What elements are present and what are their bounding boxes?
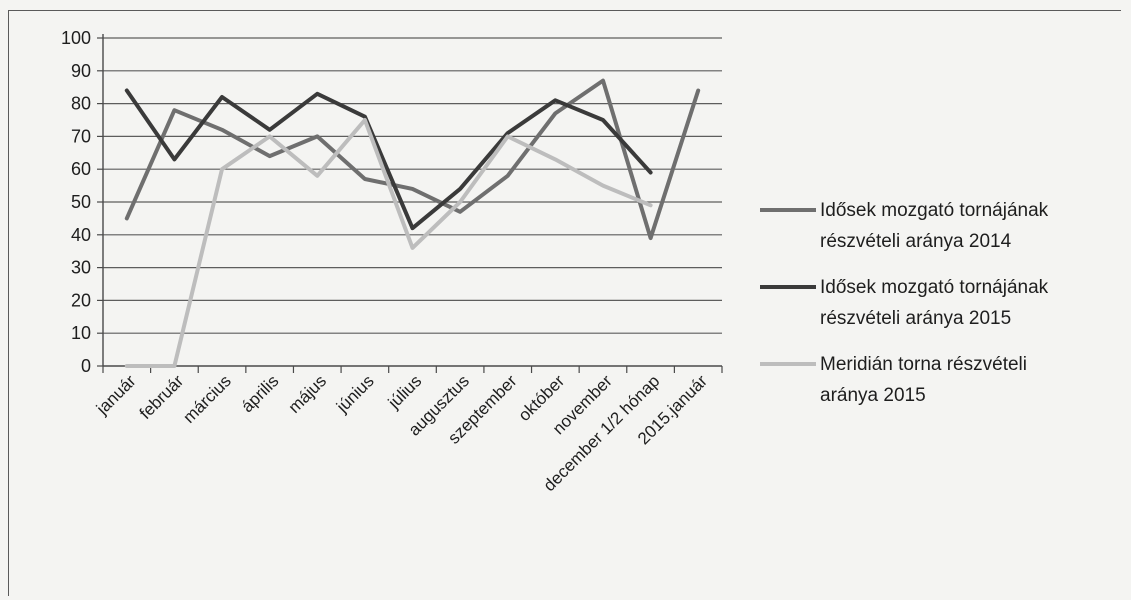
legend-label: Meridián torna részvételi (820, 354, 1027, 375)
legend: Idősek mozgató tornájának részvételi arán… (760, 200, 1049, 406)
y-tick-label: 10 (71, 323, 91, 343)
legend-label: aránya 2015 (820, 385, 926, 406)
x-tick-label: június (332, 371, 378, 417)
x-tick-label: március (179, 371, 235, 427)
legend-label: Idősek mozgató tornájának (820, 277, 1049, 298)
legend-label: részvételi aránya 2015 (820, 308, 1011, 329)
y-tick-label: 50 (71, 192, 91, 212)
legend-label: részvételi aránya 2014 (820, 231, 1012, 252)
y-tick-label: 0 (81, 356, 91, 376)
y-tick-label: 70 (71, 126, 91, 146)
series-line-2 (124, 88, 653, 231)
series-line-1 (124, 78, 701, 241)
legend-label: Idősek mozgató tornájának (820, 200, 1049, 221)
chart-frame (8, 10, 1121, 596)
y-tick-label: 60 (71, 159, 91, 179)
series-line-3 (124, 118, 653, 368)
x-tick-label: július (384, 371, 426, 413)
y-tick-label: 100 (61, 28, 91, 48)
x-tick-label: április (238, 371, 283, 416)
series-lines (124, 78, 701, 368)
y-tick-label: 20 (71, 290, 91, 310)
axes (97, 34, 723, 373)
y-tick-label: 80 (71, 94, 91, 114)
x-tick-label: május (285, 371, 331, 417)
x-tick-label: január (92, 371, 140, 419)
y-tick-label: 40 (71, 225, 91, 245)
y-tick-label: 90 (71, 61, 91, 81)
y-tick-label: 30 (71, 258, 91, 278)
y-axis-tick-labels: 0 10 20 30 40 50 60 70 80 90 100 (61, 28, 91, 376)
gridlines (103, 37, 722, 334)
